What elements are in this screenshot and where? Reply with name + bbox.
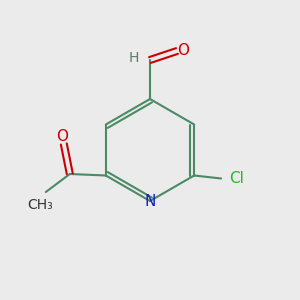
Text: H: H: [128, 52, 139, 65]
Text: O: O: [178, 44, 190, 59]
Text: CH₃: CH₃: [27, 198, 53, 212]
Text: O: O: [56, 129, 68, 144]
Text: Cl: Cl: [229, 171, 244, 186]
Text: N: N: [144, 194, 156, 208]
